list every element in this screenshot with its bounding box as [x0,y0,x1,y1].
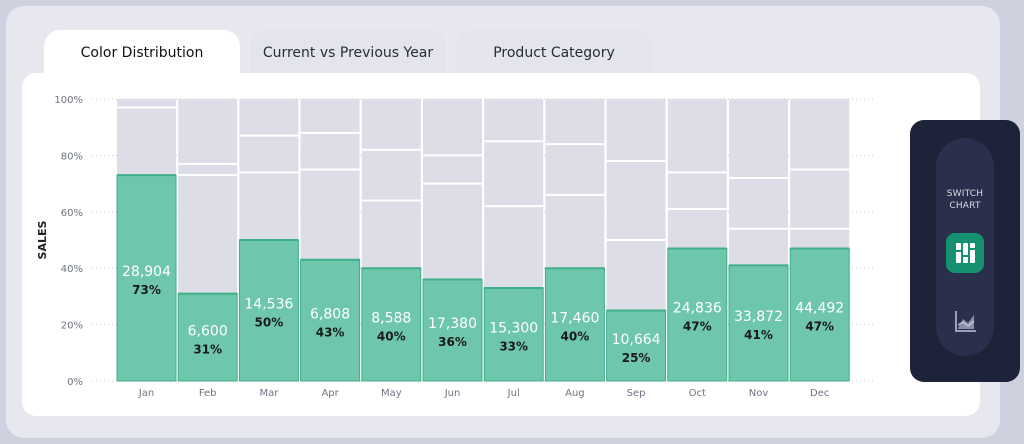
bar-value-label: 6,808 [310,306,350,322]
y-tick-label: 80% [61,151,83,162]
bar-highlight [177,293,238,382]
y-tick-label: 100% [54,95,83,106]
bar-percent-label: 50% [255,316,284,330]
x-tick-label: Feb [199,388,217,399]
bar-percent-label: 31% [193,342,222,356]
bar-value-label: 17,380 [428,316,477,332]
bar-highlight [300,259,361,382]
x-tick-label: Mar [259,388,279,399]
x-tick-label: Aug [565,388,585,399]
x-tick-label: Sep [627,388,646,399]
bar-highlight [728,264,789,382]
x-tick-label: Oct [689,388,706,399]
bar-percent-label: 25% [622,351,651,365]
bar-value-label: 28,904 [122,264,171,280]
bar-percent-label: 47% [683,320,712,334]
bar-highlight [422,278,483,382]
bar-highlight [667,247,728,382]
y-tick-label: 0% [67,377,83,388]
bar-value-label: 10,664 [612,332,661,348]
bar-percent-label: 47% [805,320,834,334]
tab-product-category[interactable]: Product Category [456,30,652,76]
bar-value-label: 8,588 [371,311,411,327]
bar-value-label: 17,460 [550,311,599,327]
chart-card: 0% 20% 40% 60% 80% 100% SALES 28,904 73% Jan 6,600… [22,73,980,416]
area-chart-icon [955,311,976,332]
x-tick-label: Jun [444,388,461,399]
tab-current-vs-previous-year[interactable]: Current vs Previous Year [250,30,446,76]
stacked-percent-bar-chart: 0% 20% 40% 60% 80% 100% SALES 28,904 73% Jan 6,600… [36,95,874,399]
bar-percent-label: 41% [744,328,773,342]
bar-value-label: 15,300 [489,320,538,336]
column-chart-icon [956,243,975,263]
x-tick-label: May [381,388,402,399]
y-axis-label: SALES [36,220,49,259]
area-chart-button[interactable] [950,306,980,336]
bar-percent-label: 36% [438,335,467,349]
chart-label: CHART [949,201,981,211]
y-tick-label: 60% [61,208,83,219]
x-tick-label: Apr [321,388,339,399]
bar-percent-label: 33% [499,339,528,353]
bar-highlight [789,247,850,382]
switch-chart-panel: SWITCH CHART [910,120,1020,382]
y-tick-label: 20% [61,321,83,332]
x-tick-label: Jan [138,388,154,399]
x-tick-label: Dec [810,388,829,399]
bar-highlight [116,174,177,382]
bar-percent-label: 43% [316,325,345,339]
switch-chart-pill: SWITCH CHART [936,138,994,356]
bar-value-label: 33,872 [734,309,783,325]
bar-value-label: 14,536 [244,297,293,313]
bar-highlight [544,267,605,382]
bar-highlight [361,267,422,382]
bar-percent-label: 73% [132,283,161,297]
bar-value-label: 44,492 [795,301,844,317]
bar-percent-label: 40% [377,330,406,344]
bar-percent-label: 40% [561,330,590,344]
switch-label: SWITCH [946,189,984,199]
tab-color-distribution[interactable]: Color Distribution [44,30,240,76]
column-chart-button[interactable] [946,233,984,273]
bar-value-label: 6,600 [188,323,228,339]
bar-highlight [483,287,544,382]
y-tick-label: 40% [61,264,83,275]
x-tick-label: Nov [749,388,769,399]
x-tick-label: Jul [507,388,520,399]
bar-highlight [238,239,299,382]
bar-value-label: 24,836 [673,301,722,317]
